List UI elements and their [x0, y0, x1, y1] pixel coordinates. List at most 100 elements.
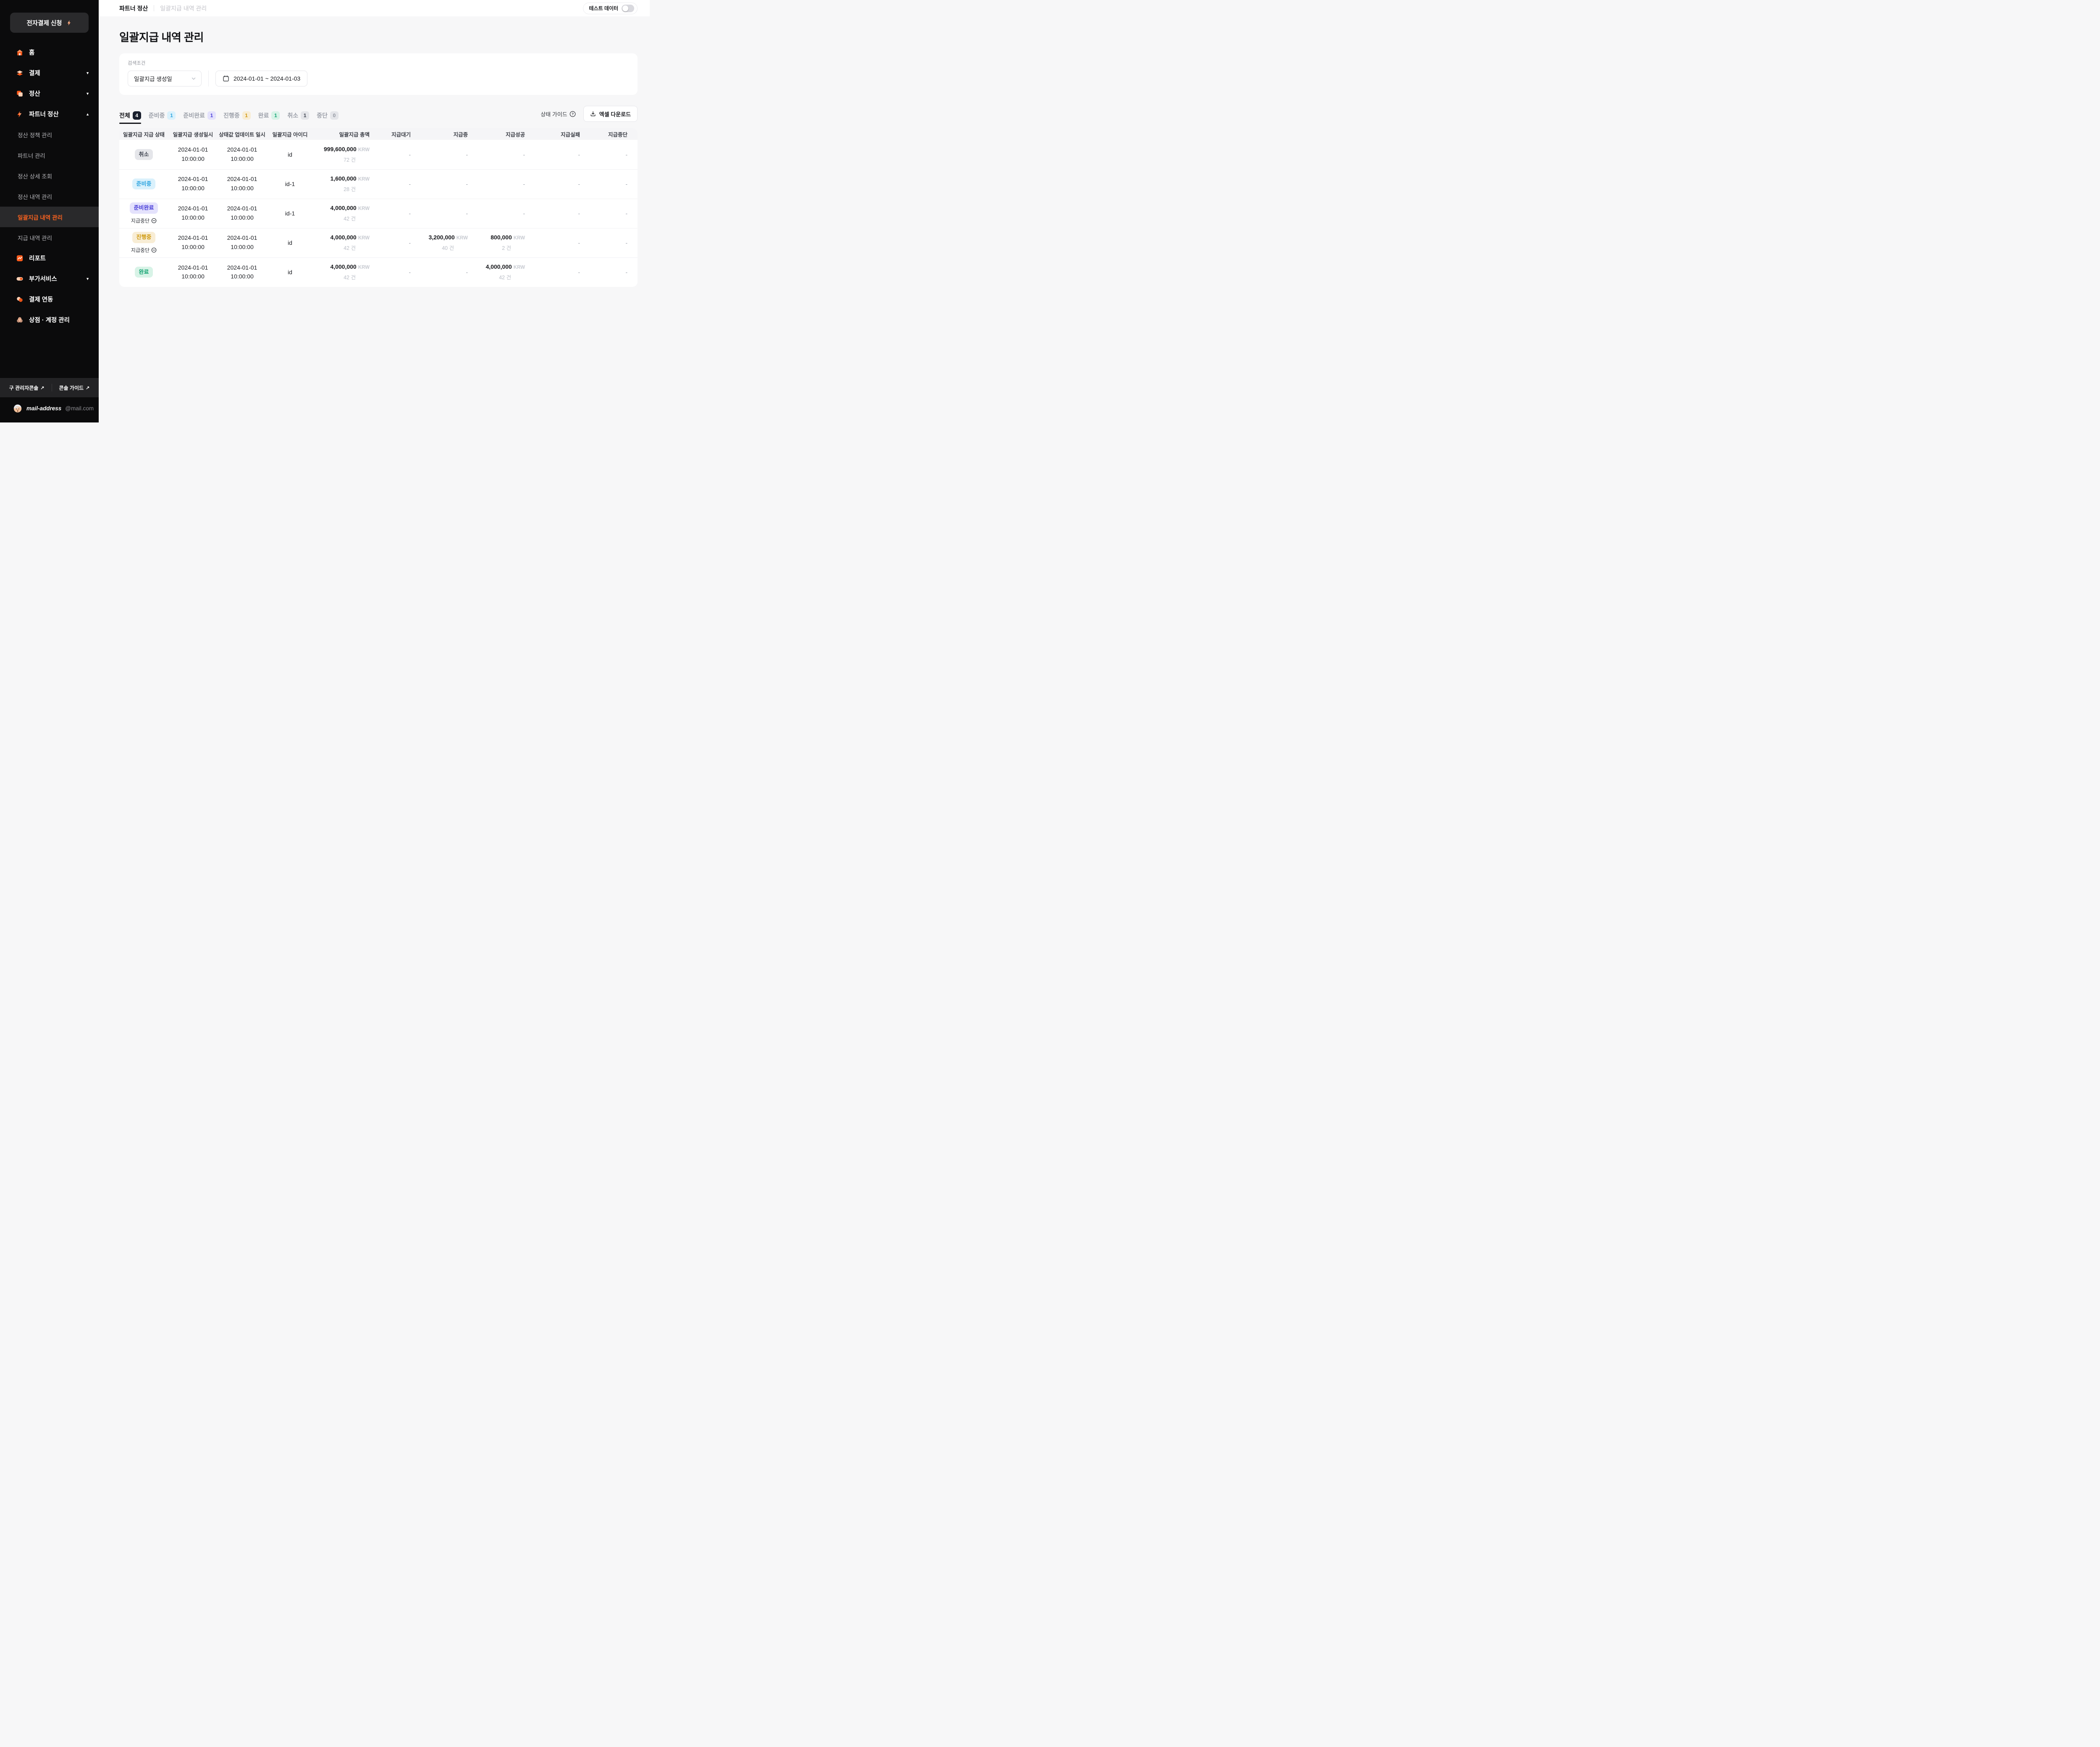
- search-type-select[interactable]: 일괄지급 생성일: [128, 71, 202, 87]
- link-label: 구 관리자콘솔: [9, 385, 39, 391]
- link-label: 콘솔 가이드: [59, 385, 84, 391]
- updated-time: 10:00:00: [231, 244, 254, 250]
- sidebar-item-payment-integration[interactable]: 결제 연동: [0, 289, 99, 310]
- account-domain: @mail.com: [65, 405, 94, 412]
- in-progress-cell: -: [417, 198, 474, 228]
- sidebar-subitem-settlement-detail[interactable]: 정산 상세 조회: [0, 165, 99, 186]
- chevron-down-icon: [191, 76, 196, 81]
- success-count: 2 건: [502, 245, 511, 251]
- sidebar-subitem-partner-management[interactable]: 파트너 관리: [0, 145, 99, 165]
- sidebar-subitem-settlement-policy[interactable]: 정산 정책 관리: [0, 124, 99, 145]
- subitem-label: 정산 정책 관리: [18, 132, 52, 139]
- sidebar-subitem-bulk-payout-history[interactable]: 일괄지급 내역 관리: [0, 207, 99, 227]
- table-header-row: 일괄지급 지급 상태 일괄지급 생성일시 상태값 업데이트 일시 일괄지급 아이…: [119, 128, 638, 140]
- table-row[interactable]: 진행중 지급중단 2024-01-01 10:00:00 2024-01-01 10…: [119, 228, 638, 257]
- col-wait: 지급대기: [375, 128, 417, 140]
- tabs-toolbar-row: 전체 4 준비중 1 준비완료 1 진행중 1 완료 1: [119, 106, 638, 124]
- tab-count-badge: 1: [167, 111, 176, 120]
- svg-text:?: ?: [572, 112, 574, 116]
- toggle-switch[interactable]: [622, 4, 634, 12]
- console-guide-link[interactable]: 콘솔 가이드 ↗: [52, 384, 97, 391]
- subitem-label: 지급 내역 관리: [18, 235, 52, 241]
- col-halt: 지급중단: [586, 128, 638, 140]
- sidebar-item-label: 결제 연동: [29, 296, 53, 303]
- updated-date: 2024-01-01: [227, 264, 257, 271]
- success-amount: 800,000: [491, 234, 512, 241]
- table-row[interactable]: 완료 2024-01-01 10:00:00 2024-01-01 10:00:00…: [119, 257, 638, 287]
- toggle-icon: [16, 275, 24, 283]
- sidebar-subitem-settlement-history[interactable]: 정산 내역 관리: [0, 186, 99, 207]
- wait-cell: -: [409, 151, 411, 158]
- bolt-icon: [66, 20, 72, 26]
- overlap-squares-icon: [16, 90, 24, 97]
- status-tabs: 전체 4 준비중 1 준비완료 1 진행중 1 완료 1: [119, 111, 339, 124]
- date-range-input[interactable]: 2024-01-01 ~ 2024-01-03: [215, 71, 308, 87]
- sidebar-item-report[interactable]: 리포트: [0, 248, 99, 268]
- table-row[interactable]: 준비중 2024-01-01 10:00:00 2024-01-01 10:00:0…: [119, 169, 638, 199]
- person-cap-avatar: [13, 403, 23, 413]
- sidebar-subitem-payout-history[interactable]: 지급 내역 관리: [0, 227, 99, 248]
- topbar: 파트너 정산 일괄지급 내역 관리 테스트 데이터: [99, 0, 650, 16]
- halt-cell: -: [586, 169, 638, 199]
- sidebar-item-partner-settlement[interactable]: 파트너 정산 ▲: [0, 104, 99, 124]
- tab-label: 취소: [287, 112, 299, 119]
- excel-download-button[interactable]: 엑셀 다운로드: [583, 106, 638, 122]
- sidebar-item-payments[interactable]: 결제 ▼: [0, 63, 99, 83]
- tab-label: 전체: [119, 112, 130, 119]
- in-progress-cell: -: [417, 169, 474, 199]
- halt-cell: -: [586, 198, 638, 228]
- home-icon: [16, 49, 24, 56]
- legacy-console-link[interactable]: 구 관리자콘솔 ↗: [2, 384, 52, 391]
- sidebar-item-label: 홈: [29, 50, 35, 56]
- minus-circle-icon: [151, 218, 157, 223]
- sidebar-item-settlement[interactable]: 정산 ▼: [0, 83, 99, 104]
- tab-done[interactable]: 완료 1: [258, 111, 280, 124]
- success-cell: -: [523, 151, 525, 158]
- tab-cancel[interactable]: 취소 1: [287, 111, 310, 124]
- table-row[interactable]: 취소 2024-01-01 10:00:00 2024-01-01 10:00:00…: [119, 140, 638, 169]
- sidebar-item-home[interactable]: 홈: [0, 42, 99, 63]
- col-total: 일괄지급 총액: [313, 128, 375, 140]
- account-row[interactable]: mail-address @mail.com: [0, 397, 99, 422]
- sidebar-item-addon-services[interactable]: 부가서비스 ▼: [0, 268, 99, 289]
- tab-ready-done[interactable]: 준비완료 1: [183, 111, 216, 124]
- created-time: 10:00:00: [181, 155, 205, 162]
- tab-count-badge: 1: [242, 111, 251, 120]
- sidebar-item-store-account[interactable]: 상점 · 계정 관리: [0, 310, 99, 330]
- breadcrumb-parent[interactable]: 파트너 정산: [119, 5, 148, 12]
- status-guide-label: 상태 가이드: [541, 111, 567, 118]
- created-time: 10:00:00: [181, 273, 205, 280]
- search-divider: [208, 71, 209, 87]
- test-data-toggle-pill[interactable]: 테스트 데이터: [583, 2, 638, 14]
- download-icon: [590, 111, 596, 117]
- sidebar-item-label: 상점 · 계정 관리: [29, 317, 70, 324]
- tab-ready[interactable]: 준비중 1: [149, 111, 176, 124]
- caret-down-icon: ▼: [86, 276, 89, 281]
- status-badge: 취소: [134, 149, 153, 160]
- status-guide-link[interactable]: 상태 가이드 ?: [541, 110, 576, 118]
- payout-id: id-1: [267, 198, 313, 228]
- venn-circles-icon: [16, 316, 24, 324]
- test-data-label: 테스트 데이터: [589, 5, 618, 11]
- col-created: 일괄지급 생성일시: [168, 128, 218, 140]
- total-amount: 4,000,000: [330, 234, 357, 241]
- subitem-label: 일괄지급 내역 관리: [18, 214, 63, 221]
- tab-label: 준비완료: [183, 112, 205, 119]
- total-amount: 999,600,000: [323, 145, 357, 152]
- total-count: 42 건: [344, 275, 356, 281]
- tab-label: 진행중: [223, 112, 240, 119]
- status-badge: 진행중: [132, 232, 156, 243]
- e-payment-apply-button[interactable]: 전자결제 신청: [10, 13, 89, 33]
- tab-in-progress[interactable]: 진행중 1: [223, 111, 251, 124]
- tab-stopped[interactable]: 중단 0: [317, 111, 339, 124]
- total-amount: 4,000,000: [330, 205, 357, 211]
- currency-label: KRW: [358, 177, 370, 182]
- table-row[interactable]: 준비완료 지급중단 2024-01-01 10:00:00 2024-01-01 1…: [119, 198, 638, 228]
- payout-id: id: [288, 151, 292, 158]
- halt-cell: -: [586, 257, 638, 287]
- main-area: 파트너 정산 일괄지급 내역 관리 테스트 데이터 일괄지급 내역 관리 검색조…: [99, 0, 650, 422]
- tab-count-badge: 1: [207, 111, 216, 120]
- col-fail: 지급실패: [531, 128, 586, 140]
- tab-all[interactable]: 전체 4: [119, 111, 141, 124]
- sidebar-item-label: 리포트: [29, 255, 46, 262]
